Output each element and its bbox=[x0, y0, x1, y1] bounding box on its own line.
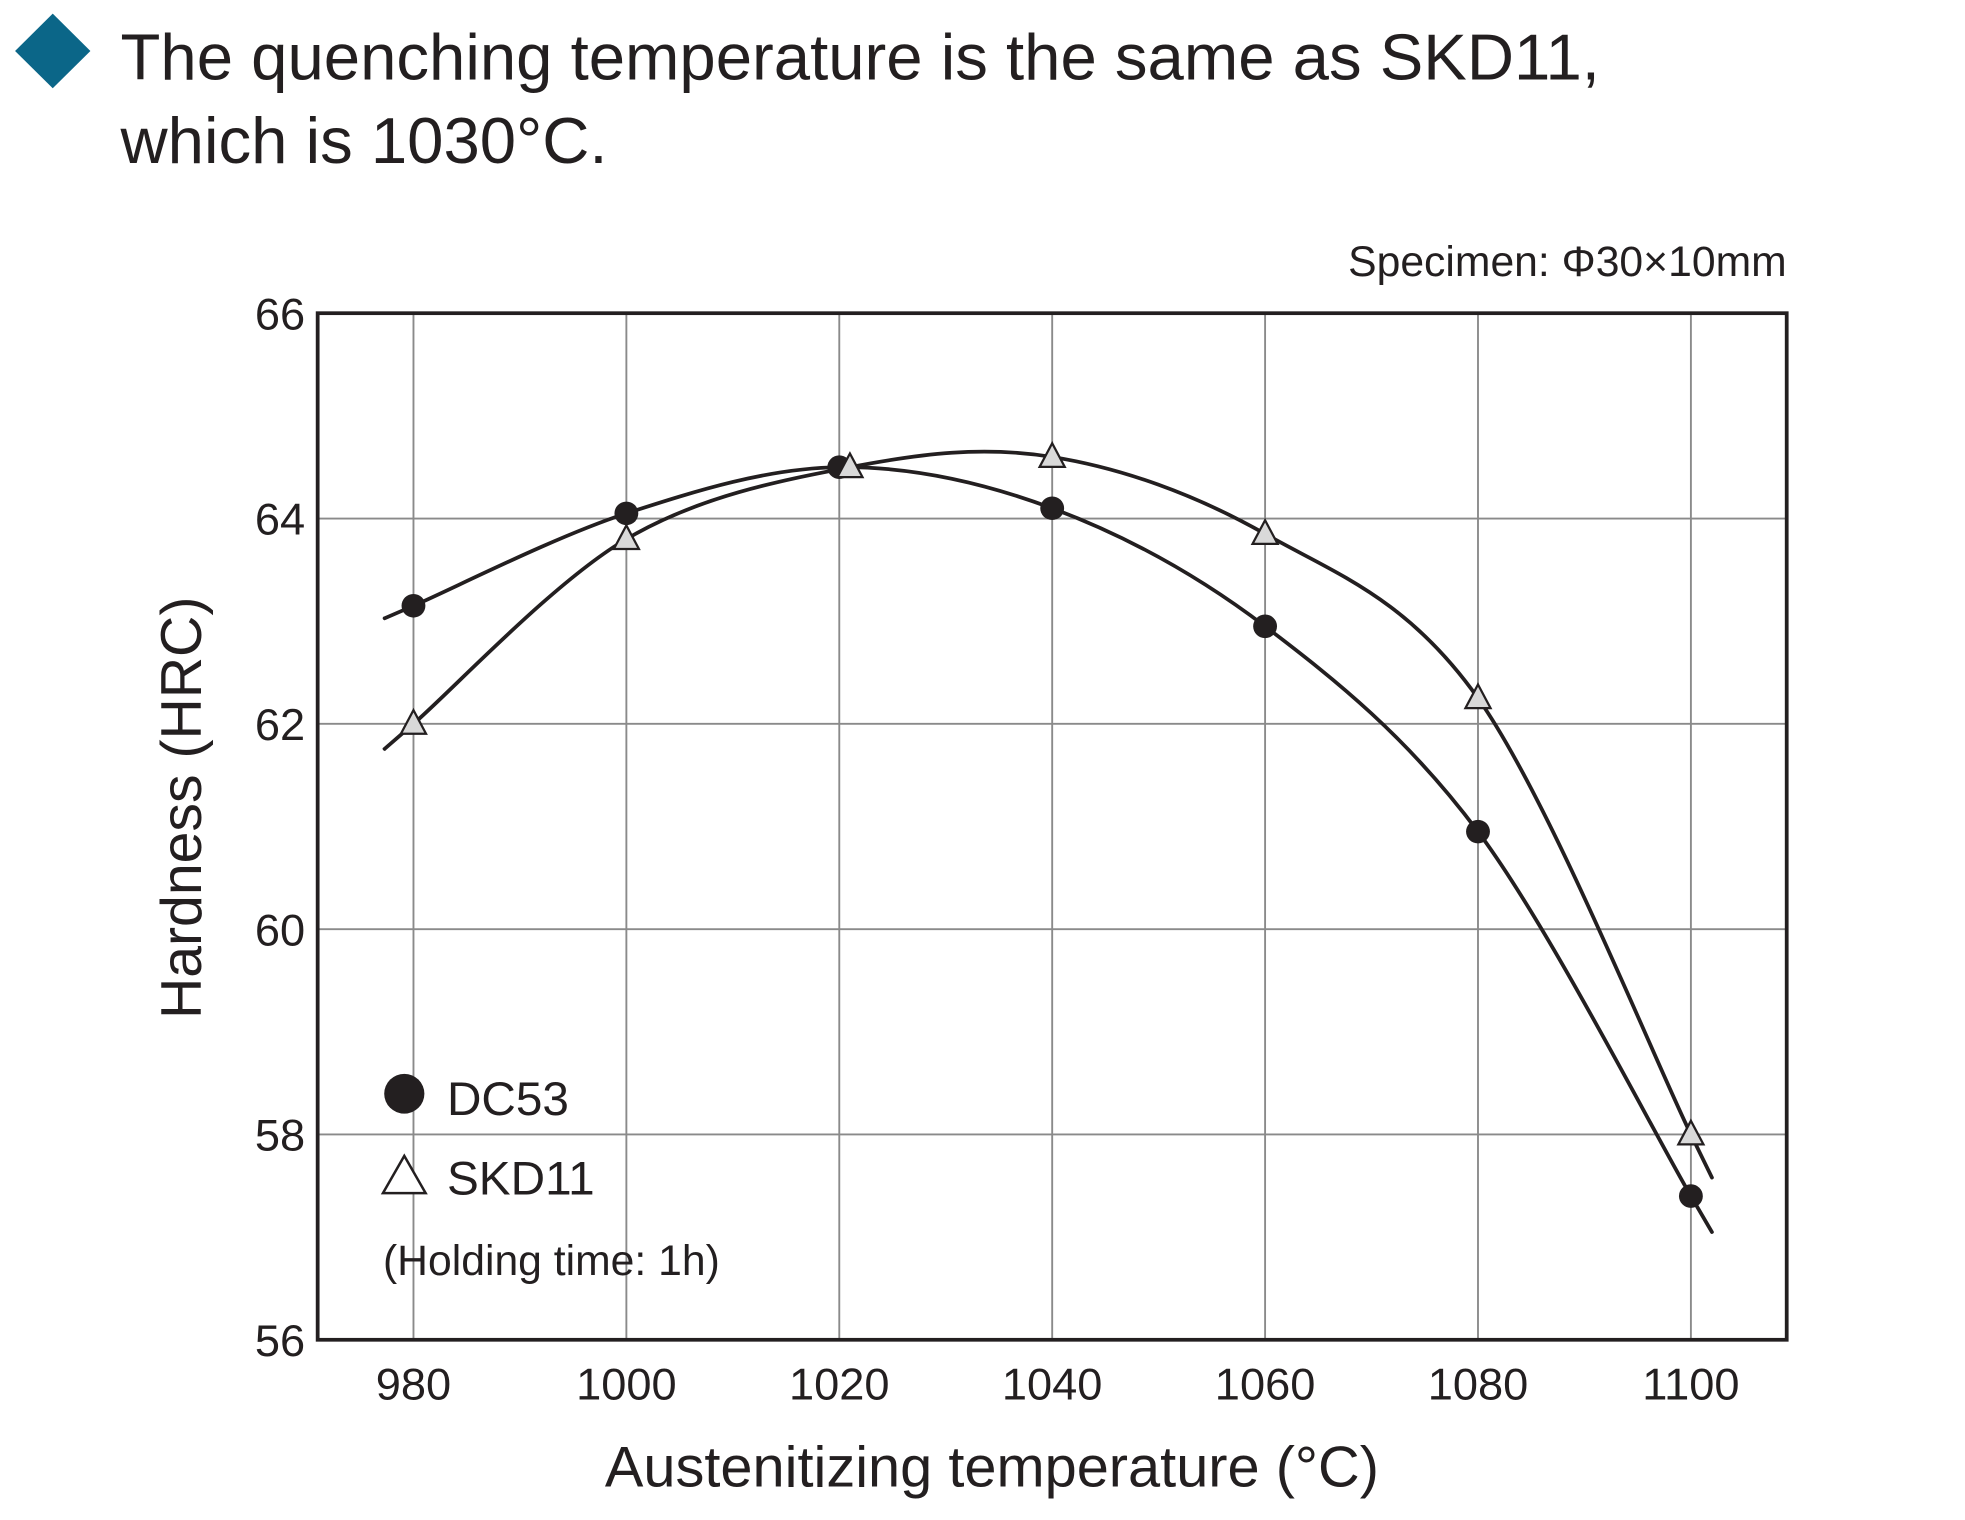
legend-dc53-marker bbox=[384, 1073, 425, 1114]
curve-skd11 bbox=[382, 449, 1714, 1180]
y-axis-label: Hardness (HRC) bbox=[150, 597, 214, 1019]
point-dc53 bbox=[1678, 1184, 1703, 1208]
y-tick-label: 66 bbox=[255, 289, 305, 340]
heading-line-2: which is 1030°C. bbox=[120, 104, 608, 177]
legend-skd11-label: SKD11 bbox=[447, 1153, 595, 1206]
heading-line-1: The quenching temperature is the same as… bbox=[121, 21, 1600, 94]
curve-dc53 bbox=[382, 465, 1714, 1234]
x-tick-label: 1040 bbox=[1002, 1359, 1103, 1410]
point-dc53 bbox=[1466, 819, 1490, 844]
plot-frame bbox=[315, 311, 1789, 1342]
point-dc53 bbox=[1040, 496, 1065, 521]
point-skd11 bbox=[399, 707, 428, 735]
data-markers bbox=[399, 440, 1706, 1208]
y-tick-label: 64 bbox=[255, 494, 305, 545]
tick-labels: 980 1000 1020 1040 1060 1080 1100 56 58 60 62 64 66 bbox=[255, 289, 1740, 1410]
point-skd11 bbox=[1037, 440, 1067, 468]
x-tick-label: 1060 bbox=[1215, 1359, 1316, 1410]
point-skd11 bbox=[835, 451, 865, 479]
x-tick-label: 1020 bbox=[789, 1359, 890, 1410]
point-dc53 bbox=[614, 501, 639, 526]
x-tick-label: 1080 bbox=[1428, 1359, 1529, 1410]
series-curves bbox=[382, 449, 1714, 1234]
point-dc53 bbox=[1253, 614, 1278, 639]
point-skd11 bbox=[1463, 682, 1493, 710]
legend: DC53 SKD11 (Holding time: 1h) bbox=[380, 1073, 720, 1284]
x-axis-label: Austenitizing temperature (°C) bbox=[605, 1436, 1379, 1500]
point-skd11 bbox=[611, 522, 641, 551]
y-tick-label: 56 bbox=[255, 1315, 305, 1366]
x-tick-label: 1100 bbox=[1642, 1359, 1739, 1410]
y-tick-label: 60 bbox=[255, 905, 305, 956]
specimen-note: Specimen: Φ30×10mm bbox=[1348, 238, 1787, 285]
x-tick-label: 980 bbox=[376, 1359, 451, 1410]
legend-holding-time: (Holding time: 1h) bbox=[383, 1237, 720, 1284]
point-dc53 bbox=[401, 593, 426, 618]
y-tick-label: 62 bbox=[255, 699, 305, 750]
point-skd11 bbox=[1676, 1118, 1706, 1146]
legend-dc53-label: DC53 bbox=[447, 1073, 569, 1126]
x-tick-label: 1000 bbox=[576, 1359, 677, 1410]
point-skd11 bbox=[1250, 517, 1280, 545]
bullet-diamond-icon bbox=[15, 13, 91, 89]
y-tick-label: 58 bbox=[255, 1110, 305, 1161]
legend-skd11-marker bbox=[380, 1153, 428, 1195]
